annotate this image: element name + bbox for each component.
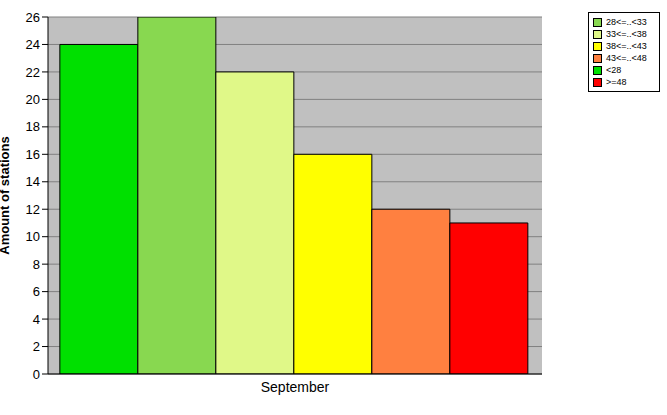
svg-text:September: September: [261, 379, 330, 395]
svg-text:16: 16: [26, 147, 40, 162]
svg-text:20: 20: [26, 92, 40, 107]
svg-text:8: 8: [33, 257, 40, 272]
svg-text:2: 2: [33, 339, 40, 354]
html-text:38<=..<43: 38<=..<43: [606, 41, 647, 51]
svg-text:6: 6: [33, 284, 40, 299]
svg-text:4: 4: [33, 312, 40, 327]
svg-text:26: 26: [26, 10, 40, 25]
html-text:33<=..<38: 33<=..<38: [606, 29, 647, 39]
svg-text:22: 22: [26, 65, 40, 80]
svg-text:10: 10: [26, 229, 40, 244]
html-text:28<=..<33: 28<=..<33: [606, 17, 647, 27]
svg-text:0: 0: [33, 367, 40, 382]
svg-text:24: 24: [26, 37, 40, 52]
svg-text:14: 14: [26, 174, 40, 189]
svg-text:12: 12: [26, 202, 40, 217]
html-text:>=48: >=48: [606, 77, 627, 87]
svg-text:Amount of stations: Amount of stations: [8, 136, 12, 254]
svg-text:18: 18: [26, 119, 40, 134]
html-text:43<=..<48: 43<=..<48: [606, 53, 647, 63]
html-text:<28: <28: [606, 65, 622, 75]
